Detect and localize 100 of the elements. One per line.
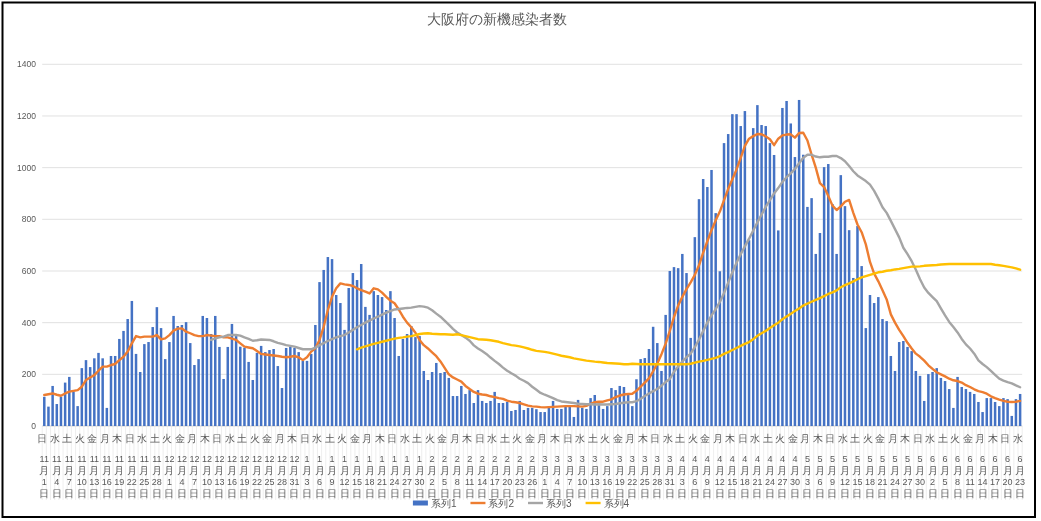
- x-tick-label: 月 5月3日: [800, 433, 813, 499]
- bar: [214, 315, 217, 426]
- bar: [731, 114, 734, 426]
- bar: [560, 408, 563, 426]
- x-tick-label: 木 12月31日: [287, 433, 300, 499]
- x-tick-label: 火 12月1日: [162, 433, 175, 499]
- bar: [468, 390, 471, 426]
- bar: [372, 291, 375, 426]
- y-tick-label: 200: [21, 369, 37, 380]
- x-tick-label: 日 1月3日: [299, 433, 313, 499]
- bar: [347, 288, 350, 426]
- bar: [902, 341, 905, 426]
- x-tick-label: 水 1月27日: [399, 433, 413, 499]
- bar: [1006, 399, 1009, 426]
- bar: [710, 169, 713, 426]
- bar: [935, 368, 938, 426]
- bar: [151, 327, 154, 426]
- x-tick-label: 土 4月24日: [762, 433, 775, 499]
- x-tick-label: 日 1月24日: [387, 433, 400, 499]
- x-tick-label: 火 1月12日: [337, 433, 350, 499]
- bar: [885, 321, 888, 426]
- y-tick-label: 1400: [17, 59, 37, 70]
- bar: [856, 226, 859, 426]
- bar: [418, 336, 421, 426]
- x-tick-label: 月 2月8日: [449, 433, 463, 499]
- bar: [485, 403, 488, 426]
- x-tick-label: 木 1月21日: [374, 433, 388, 499]
- x-tick-label: 木 3月25日: [637, 433, 650, 499]
- bar: [493, 391, 496, 426]
- x-tick-label: 水 11月25日: [137, 433, 150, 499]
- bar: [810, 198, 813, 426]
- bar: [956, 376, 959, 426]
- y-tick-label: 800: [21, 214, 37, 225]
- x-tick-label: 日 11月1日: [37, 433, 50, 499]
- bar: [510, 411, 513, 426]
- x-tick-label: 金 4月30日: [787, 433, 800, 499]
- x-tick-label: 火 4月6日: [687, 433, 700, 499]
- x-tick-label: 日 11月22日: [124, 433, 137, 499]
- x-tick-label: 月 1月18日: [362, 433, 375, 499]
- x-tick-label: 金 2月26日: [524, 433, 538, 499]
- x-tick-label: 木 6月17日: [987, 433, 1001, 499]
- x-tick-label: 月 12月28日: [274, 433, 287, 499]
- bar: [543, 412, 546, 426]
- x-tick-label: 金 11月13日: [87, 433, 100, 499]
- bar: [764, 126, 767, 426]
- x-tick-label: 火 2月2日: [424, 433, 438, 499]
- x-tick-label: 金 6月11日: [962, 433, 976, 499]
- chart-title: 大阪府の新機感染者数: [427, 11, 567, 27]
- legend-label: 系列2: [488, 497, 515, 509]
- bar: [339, 303, 342, 426]
- bar: [264, 352, 267, 426]
- bar: [460, 385, 463, 426]
- x-tick-label: 土 5月15日: [850, 433, 863, 499]
- x-tick-label: 月 4月12日: [712, 433, 725, 499]
- y-tick-label: 600: [21, 265, 37, 276]
- x-tick-label: 木 3月4日: [549, 433, 563, 499]
- bar: [239, 346, 242, 426]
- x-tick-label: 水 3月31日: [662, 433, 675, 499]
- x-tick-label: 木 2月11日: [462, 433, 475, 499]
- bar: [927, 374, 930, 426]
- x-tick-label: 金 3月19日: [612, 433, 625, 499]
- x-tick-label: 日 5月30日: [912, 433, 926, 499]
- x-tick-label: 月 11月16日: [99, 433, 112, 499]
- bar: [410, 326, 413, 426]
- bar: [435, 362, 438, 426]
- x-tick-label: 水 1月6日: [312, 433, 325, 499]
- bar: [197, 359, 200, 426]
- bar: [910, 351, 913, 426]
- legend-label: 系列3: [546, 497, 573, 509]
- x-tick-label: 土 3月13日: [587, 433, 600, 499]
- legend-label: 系列4: [603, 497, 630, 509]
- x-tick-label: 火 6月8日: [950, 433, 963, 499]
- legend-label: 系列1: [430, 497, 457, 509]
- bar: [802, 154, 805, 426]
- bar: [293, 347, 296, 426]
- x-tick-label: 水 2月17日: [487, 433, 500, 499]
- bar: [443, 372, 446, 426]
- bar: [877, 297, 880, 426]
- bar: [827, 164, 830, 426]
- y-tick-label: 1000: [17, 162, 37, 173]
- y-tick-label: 400: [21, 317, 37, 328]
- x-tick-label: 日 4月18日: [737, 433, 750, 499]
- bar: [568, 406, 571, 426]
- y-tick-label: 1200: [17, 110, 37, 121]
- bar: [43, 396, 46, 426]
- x-tick-label: 金 4月9日: [700, 433, 713, 499]
- line-series: [43, 131, 1022, 409]
- bar: [535, 409, 538, 426]
- bar: [172, 315, 175, 426]
- x-tick-label: 火 11月10日: [74, 433, 87, 499]
- x-tick-label: 日 12月13日: [212, 433, 225, 499]
- bar: [297, 352, 300, 426]
- bar: [518, 400, 521, 426]
- x-tick-label: 金 2月5日: [437, 433, 450, 499]
- x-tick-label: 金 1月15日: [349, 433, 363, 499]
- x-tick-label: 日 5月9日: [825, 433, 838, 499]
- x-tick-label: 土 6月5日: [937, 433, 951, 499]
- x-tick-label: 火 3月16日: [600, 433, 613, 499]
- bar: [1002, 398, 1005, 426]
- x-tick-label: 日 3月7日: [562, 433, 575, 499]
